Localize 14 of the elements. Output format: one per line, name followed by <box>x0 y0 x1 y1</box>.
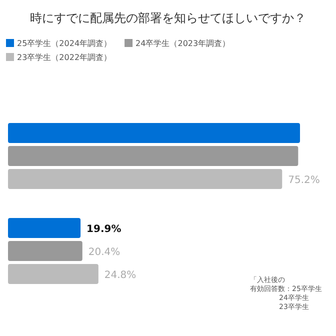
data-label: 75.2% <box>288 175 320 186</box>
data-label: 20.4% <box>88 247 120 258</box>
bar <box>8 241 82 261</box>
chart-title: 時にすでに配属先の部署を知らせてほしいですか？ <box>30 11 306 25</box>
legend-label: 24卒学生（2023年調査） <box>136 39 230 48</box>
bar <box>8 264 98 284</box>
legend-label: 23卒学生（2022年調査） <box>17 53 112 62</box>
legend-label: 25卒学生（2024年調査） <box>17 39 112 48</box>
bar <box>8 169 282 189</box>
bar <box>8 146 298 166</box>
data-label: 19.9% <box>86 224 122 235</box>
data-label: 24.8% <box>104 270 136 281</box>
bar <box>8 218 81 238</box>
bar <box>8 123 300 143</box>
